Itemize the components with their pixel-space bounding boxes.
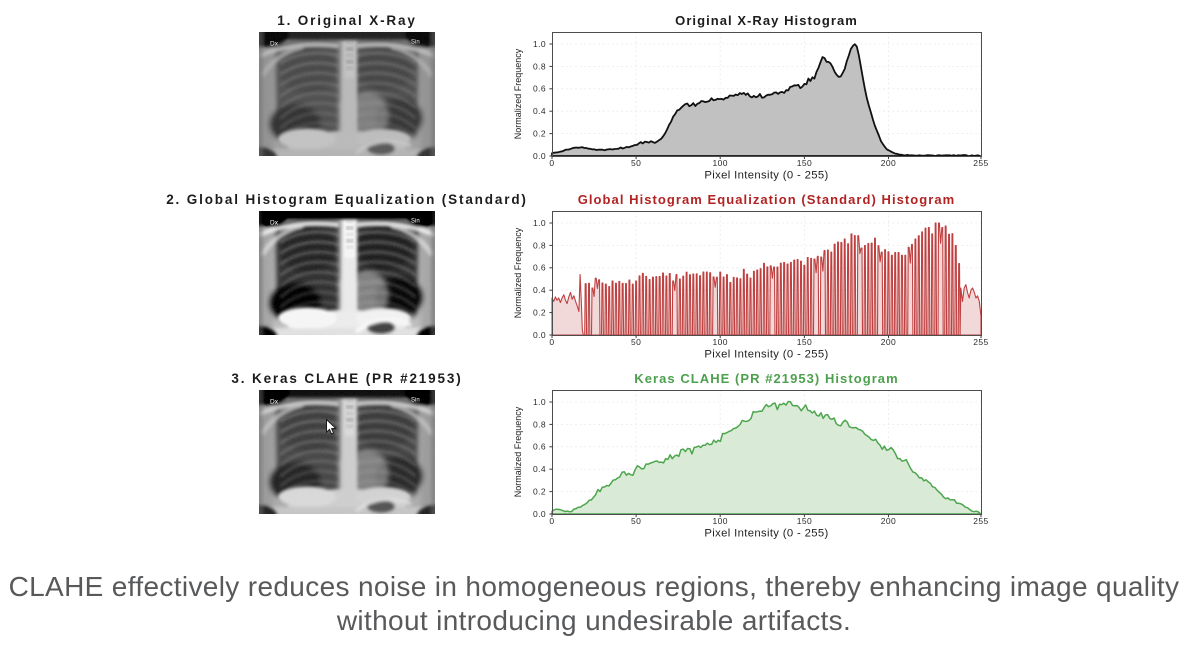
svg-text:Normalized Frequency: Normalized Frequency	[513, 406, 523, 497]
svg-text:0.2: 0.2	[533, 129, 546, 139]
svg-text:0.0: 0.0	[533, 509, 546, 519]
svg-text:Global Histogram Equalization: Global Histogram Equalization (Standard)…	[578, 192, 956, 207]
svg-text:0.6: 0.6	[533, 263, 546, 273]
svg-text:0.8: 0.8	[533, 240, 546, 250]
svg-text:0: 0	[549, 158, 554, 168]
svg-text:150: 150	[797, 158, 812, 168]
svg-text:50: 50	[631, 337, 641, 347]
svg-text:2. Global Histogram Equalizati: 2. Global Histogram Equalization (Standa…	[166, 192, 528, 207]
svg-text:1.0: 1.0	[533, 218, 546, 228]
svg-text:CLAHE effectively reduces nois: CLAHE effectively reduces noise in homog…	[9, 571, 1180, 602]
svg-text:Pixel Intensity (0 - 255): Pixel Intensity (0 - 255)	[704, 527, 828, 539]
svg-text:0.6: 0.6	[533, 442, 546, 452]
svg-text:1.0: 1.0	[533, 397, 546, 407]
svg-text:Keras CLAHE (PR #21953) Histog: Keras CLAHE (PR #21953) Histogram	[634, 371, 898, 386]
svg-text:1. Original X-Ray: 1. Original X-Ray	[277, 13, 416, 28]
svg-text:Normalized Frequency: Normalized Frequency	[513, 227, 523, 318]
svg-text:0.0: 0.0	[533, 151, 546, 161]
svg-text:150: 150	[797, 516, 812, 526]
svg-text:0.8: 0.8	[533, 419, 546, 429]
svg-text:0: 0	[549, 337, 554, 347]
svg-text:50: 50	[631, 516, 641, 526]
svg-text:255: 255	[973, 158, 988, 168]
svg-text:100: 100	[713, 516, 728, 526]
svg-text:200: 200	[881, 158, 896, 168]
svg-text:3. Keras CLAHE (PR #21953): 3. Keras CLAHE (PR #21953)	[231, 371, 462, 386]
svg-text:255: 255	[973, 516, 988, 526]
svg-text:200: 200	[881, 337, 896, 347]
svg-text:0.8: 0.8	[533, 61, 546, 71]
svg-text:0.4: 0.4	[533, 285, 546, 295]
svg-text:0.4: 0.4	[533, 106, 546, 116]
svg-text:Pixel Intensity (0 - 255): Pixel Intensity (0 - 255)	[704, 169, 828, 181]
svg-text:50: 50	[631, 158, 641, 168]
svg-text:0.2: 0.2	[533, 487, 546, 497]
svg-text:150: 150	[797, 337, 812, 347]
svg-text:0.0: 0.0	[533, 330, 546, 340]
svg-text:100: 100	[713, 337, 728, 347]
svg-text:without introducing undesirabl: without introducing undesirable artifact…	[336, 605, 851, 636]
svg-text:0.4: 0.4	[533, 464, 546, 474]
svg-text:0.6: 0.6	[533, 84, 546, 94]
svg-text:1.0: 1.0	[533, 39, 546, 49]
svg-text:100: 100	[713, 158, 728, 168]
svg-text:Original X-Ray Histogram: Original X-Ray Histogram	[675, 13, 858, 28]
svg-text:255: 255	[973, 337, 988, 347]
svg-text:0: 0	[549, 516, 554, 526]
svg-text:200: 200	[881, 516, 896, 526]
svg-text:0.2: 0.2	[533, 308, 546, 318]
svg-text:Pixel Intensity (0 - 255): Pixel Intensity (0 - 255)	[704, 348, 828, 360]
svg-text:Normalized Frequency: Normalized Frequency	[513, 48, 523, 139]
